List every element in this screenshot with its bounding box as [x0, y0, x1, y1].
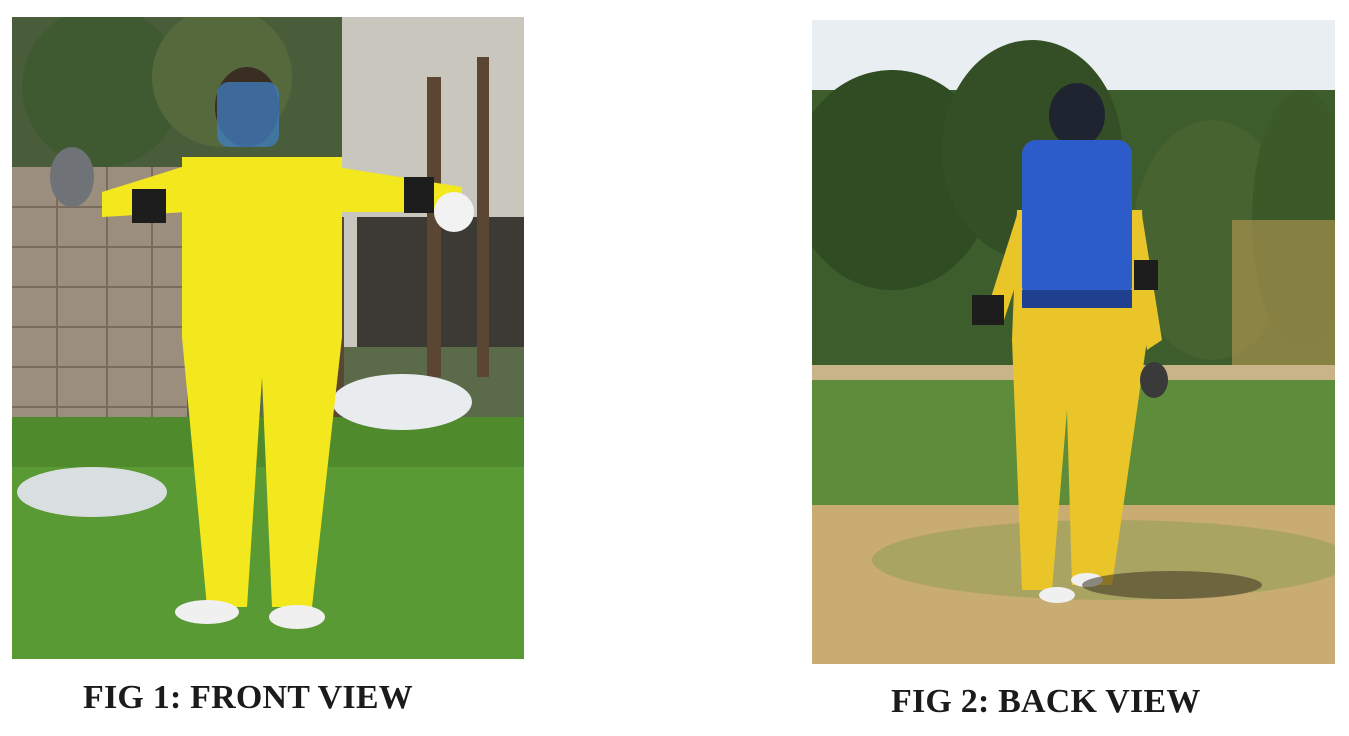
back-view-photo	[812, 20, 1335, 664]
figure-caption: FIG 2: BACK VIEW	[891, 683, 1201, 720]
front-view-illustration	[12, 17, 524, 659]
figure-caption: FIG 1: FRONT VIEW	[83, 679, 413, 716]
back-view-illustration	[812, 20, 1335, 664]
front-view-photo	[12, 17, 524, 659]
